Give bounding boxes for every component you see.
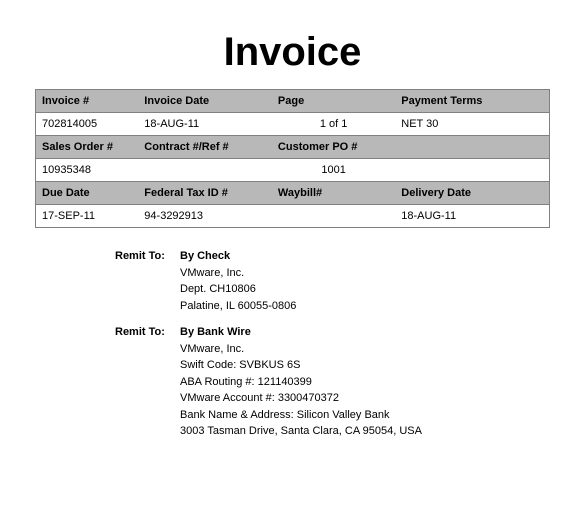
- value-sales-order: 10935348: [36, 159, 139, 182]
- remit-wire-line: VMware, Inc.: [180, 341, 550, 358]
- value-blank-1: [395, 159, 549, 182]
- remit-wire-line: Swift Code: SVBKUS 6S: [180, 357, 550, 374]
- value-federal-tax-id: 94-3292913: [138, 205, 272, 228]
- label-page: Page: [272, 90, 395, 113]
- value-customer-po: 1001: [272, 159, 395, 182]
- remit-label-check: Remit To:: [35, 248, 180, 314]
- value-delivery-date: 18-AUG-11: [395, 205, 549, 228]
- remit-wire-block: Remit To: By Bank Wire VMware, Inc. Swif…: [35, 324, 550, 440]
- remit-check-method: By Check: [180, 248, 550, 265]
- value-invoice-number: 702814005: [36, 113, 139, 136]
- label-due-date: Due Date: [36, 182, 139, 205]
- remit-check-line: Palatine, IL 60055-0806: [180, 298, 550, 315]
- invoice-title: Invoice: [35, 30, 550, 75]
- remit-wire-lines: VMware, Inc. Swift Code: SVBKUS 6S ABA R…: [180, 341, 550, 440]
- data-row-3: 17-SEP-11 94-3292913 18-AUG-11: [36, 205, 550, 228]
- label-customer-po: Customer PO #: [272, 136, 395, 159]
- remit-wire-line: VMware Account #: 3300470372: [180, 390, 550, 407]
- label-sales-order: Sales Order #: [36, 136, 139, 159]
- data-row-2: 10935348 1001: [36, 159, 550, 182]
- header-row-3: Due Date Federal Tax ID # Waybill# Deliv…: [36, 182, 550, 205]
- label-invoice-date: Invoice Date: [138, 90, 272, 113]
- value-payment-terms: NET 30: [395, 113, 549, 136]
- label-blank-1: [395, 136, 549, 159]
- label-federal-tax-id: Federal Tax ID #: [138, 182, 272, 205]
- header-row-2: Sales Order # Contract #/Ref # Customer …: [36, 136, 550, 159]
- label-delivery-date: Delivery Date: [395, 182, 549, 205]
- remit-check-line: Dept. CH10806: [180, 281, 550, 298]
- label-waybill: Waybill#: [272, 182, 395, 205]
- data-row-1: 702814005 18-AUG-11 1 of 1 NET 30: [36, 113, 550, 136]
- remit-section: Remit To: By Check VMware, Inc. Dept. CH…: [35, 248, 550, 440]
- label-invoice-number: Invoice #: [36, 90, 139, 113]
- remit-check-line: VMware, Inc.: [180, 265, 550, 282]
- value-contract-ref: [138, 159, 272, 182]
- value-due-date: 17-SEP-11: [36, 205, 139, 228]
- value-page: 1 of 1: [272, 113, 395, 136]
- remit-check-block: Remit To: By Check VMware, Inc. Dept. CH…: [35, 248, 550, 314]
- label-payment-terms: Payment Terms: [395, 90, 549, 113]
- remit-wire-line: 3003 Tasman Drive, Santa Clara, CA 95054…: [180, 423, 550, 440]
- label-contract-ref: Contract #/Ref #: [138, 136, 272, 159]
- remit-check-lines: VMware, Inc. Dept. CH10806 Palatine, IL …: [180, 265, 550, 315]
- header-row-1: Invoice # Invoice Date Page Payment Term…: [36, 90, 550, 113]
- remit-wire-line: ABA Routing #: 121140399: [180, 374, 550, 391]
- remit-wire-line: Bank Name & Address: Silicon Valley Bank: [180, 407, 550, 424]
- remit-label-wire: Remit To:: [35, 324, 180, 440]
- invoice-header-table: Invoice # Invoice Date Page Payment Term…: [35, 89, 550, 228]
- remit-wire-method: By Bank Wire: [180, 324, 550, 341]
- value-waybill: [272, 205, 395, 228]
- value-invoice-date: 18-AUG-11: [138, 113, 272, 136]
